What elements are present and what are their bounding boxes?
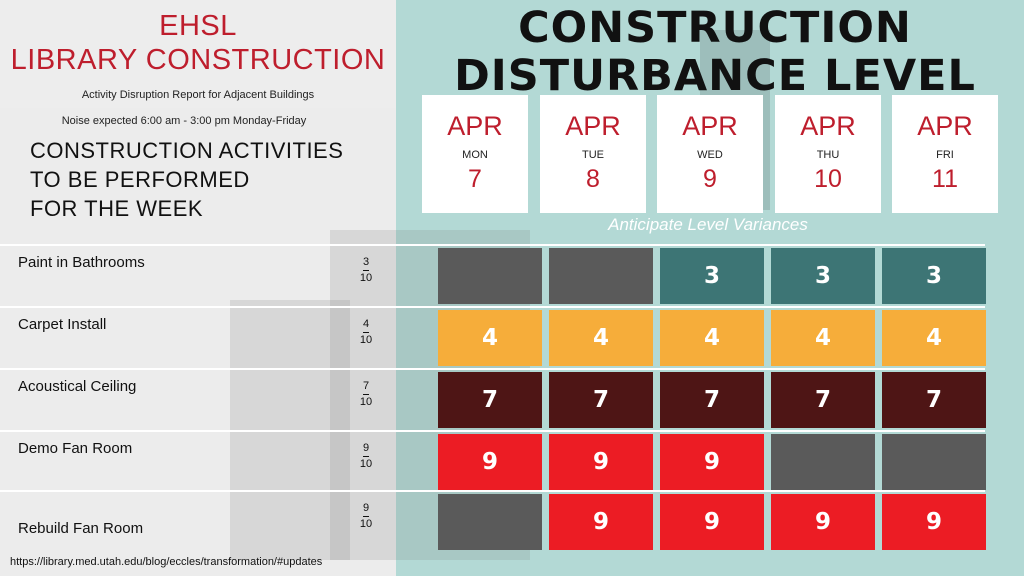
disturbance-title-line1: CONSTRUCTION [518,3,912,53]
level-cell: 4 [549,310,653,366]
day-date: 9 [703,165,717,193]
day-date: 11 [932,165,958,193]
activity-name: Demo Fan Room [18,440,133,457]
header-block [0,0,396,108]
day-weekday: WED [697,149,723,161]
day-weekday: TUE [582,149,604,161]
day-date: 8 [586,165,600,193]
activity-level: 4 [362,318,370,330]
day-month: APR [447,111,503,141]
variance-note: Anticipate Level Variances [608,215,808,234]
inactive-cell [771,434,875,490]
level-cell: 3 [882,248,986,304]
activity-scale: 10 [359,396,373,408]
fraction-bar [363,332,369,333]
inactive-cell [438,248,542,304]
level-cell: 4 [882,310,986,366]
inactive-cell [549,248,653,304]
row-divider [0,430,985,432]
inactive-cell [438,494,542,550]
activity-name: Carpet Install [18,316,107,333]
day-card: APR MON 7 [422,95,528,213]
activity-name: Acoustical Ceiling [18,378,137,395]
fraction-bar [363,456,369,457]
day-month: APR [917,111,973,141]
activity-level: 9 [362,502,370,514]
row-divider [0,490,985,492]
level-cell: 9 [771,494,875,550]
level-cell: 4 [660,310,764,366]
fraction-bar [363,270,369,271]
level-cell: 7 [882,372,986,428]
activity-scale: 10 [359,334,373,346]
day-weekday: THU [816,149,840,161]
row-divider [0,368,985,370]
fraction-bar [363,394,369,395]
footer-url[interactable]: https://library.med.utah.edu/blog/eccles… [10,556,323,568]
activity-level-fraction: 9 10 [356,502,376,531]
level-cell: 7 [660,372,764,428]
activity-scale: 10 [359,458,373,470]
activity-level-fraction: 9 10 [356,442,376,471]
inactive-cell [882,434,986,490]
level-cell: 3 [771,248,875,304]
level-cell: 9 [438,434,542,490]
row-divider [0,244,985,246]
day-card: APR WED 9 [657,95,763,213]
level-cell: 9 [549,494,653,550]
level-cell: 9 [660,434,764,490]
activity-level-fraction: 4 10 [356,318,376,347]
activity-name: Paint in Bathrooms [18,254,145,271]
level-cell: 7 [771,372,875,428]
day-date: 7 [468,165,482,193]
day-weekday: MON [462,149,488,161]
activity-level: 3 [362,256,370,268]
activities-heading: CONSTRUCTION ACTIVITIES TO BE PERFORMED … [30,136,380,223]
activity-scale: 10 [359,272,373,284]
day-month: APR [565,111,621,141]
level-cell: 4 [771,310,875,366]
activities-heading-line2: TO BE PERFORMED [30,167,250,192]
day-card: APR FRI 11 [892,95,998,213]
row-divider [0,306,985,308]
fraction-bar [363,516,369,517]
activities-heading-line1: CONSTRUCTION ACTIVITIES [30,138,344,163]
level-cell: 9 [882,494,986,550]
day-card: APR TUE 8 [540,95,646,213]
day-weekday: FRI [936,149,954,161]
level-cell: 9 [549,434,653,490]
day-month: APR [682,111,738,141]
activity-name: Rebuild Fan Room [18,520,144,537]
page-title-line1: EHSL [159,10,237,42]
disturbance-title-line2: DISTURBANCE LEVEL [454,51,976,101]
level-cell: 7 [549,372,653,428]
level-cell: 3 [660,248,764,304]
activity-level: 7 [362,380,370,392]
activity-level-fraction: 3 10 [356,256,376,285]
noise-note: Noise expected 6:00 am - 3:00 pm Monday-… [61,115,307,127]
activities-heading-line3: FOR THE WEEK [30,196,204,221]
subtitle: Activity Disruption Report for Adjacent … [81,89,315,101]
level-cell: 7 [438,372,542,428]
disturbance-title: CONSTRUCTION DISTURBANCE LEVEL [420,4,1010,100]
level-cell: 4 [438,310,542,366]
page-title-line2: LIBRARY CONSTRUCTION [10,44,386,76]
day-date: 10 [814,165,842,193]
activity-level-fraction: 7 10 [356,380,376,409]
activity-scale: 10 [359,518,373,530]
activity-level: 9 [362,442,370,454]
day-card: APR THU 10 [775,95,881,213]
day-month: APR [800,111,856,141]
level-cell: 9 [660,494,764,550]
